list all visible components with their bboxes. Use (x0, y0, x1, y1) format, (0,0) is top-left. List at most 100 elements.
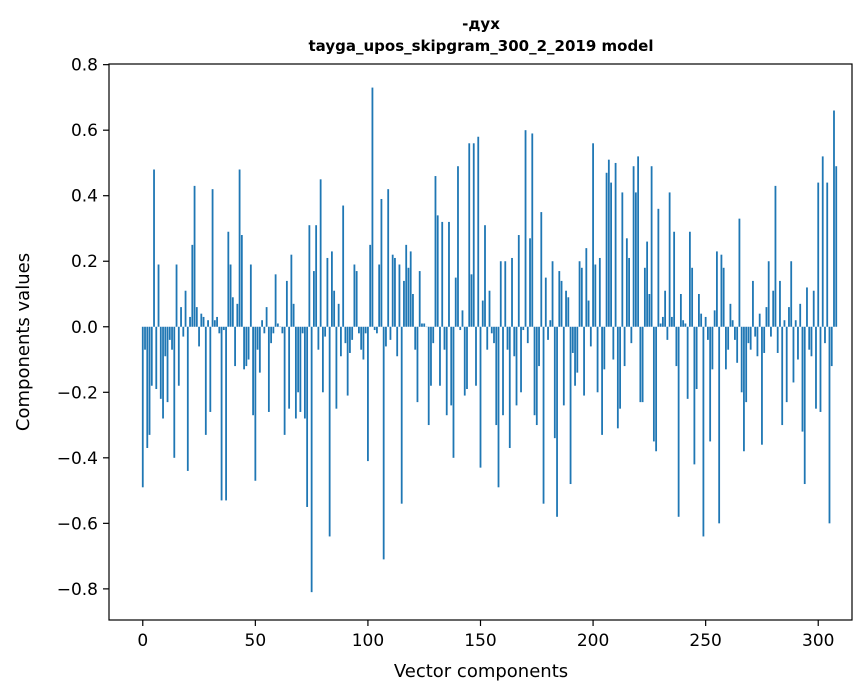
bar-271 (752, 280, 754, 327)
bar-102 (371, 87, 374, 327)
bar-262 (731, 320, 734, 327)
bar-90 (344, 326, 347, 344)
bar-58 (272, 326, 275, 334)
bar-111 (391, 254, 394, 327)
bar-243 (688, 231, 691, 327)
bar-80 (321, 326, 324, 393)
bar-161 (504, 261, 507, 327)
bar-134 (443, 326, 446, 350)
bar-64 (285, 280, 288, 327)
bar-288 (790, 261, 793, 327)
bar-27 (202, 316, 205, 327)
bar-291 (797, 326, 799, 360)
bar-239 (679, 294, 682, 327)
bar-94 (353, 264, 356, 327)
bar-225 (648, 294, 651, 327)
bar-269 (747, 326, 750, 344)
bar-229 (657, 208, 660, 327)
bar-38 (227, 231, 230, 327)
bar-24 (195, 307, 198, 327)
bar-169 (522, 326, 525, 331)
bar-219 (634, 192, 637, 327)
bar-44 (240, 235, 243, 327)
bar-191 (571, 326, 574, 353)
bar-117 (405, 244, 408, 327)
bar-249 (702, 326, 705, 537)
x-tick-label: 300 (802, 631, 834, 651)
bar-74 (308, 225, 311, 327)
bar-148 (475, 326, 477, 386)
bar-150 (479, 326, 482, 468)
bar-118 (407, 267, 410, 327)
bar-36 (222, 326, 225, 331)
bar-268 (745, 326, 748, 403)
bar-226 (650, 166, 653, 327)
bar-16 (177, 326, 180, 386)
x-tick-label: 50 (245, 631, 267, 651)
bar-132 (439, 326, 441, 386)
bar-54 (263, 326, 266, 334)
bar-254 (713, 310, 716, 327)
bar-77 (315, 225, 318, 327)
bar-133 (441, 221, 444, 327)
bar-197 (585, 248, 588, 327)
bar-70 (299, 326, 302, 412)
bar-140 (457, 166, 459, 327)
bar-85 (333, 290, 336, 327)
bar-42 (236, 303, 239, 327)
bar-277 (765, 307, 768, 327)
bar-0 (141, 326, 144, 488)
bar-68 (294, 326, 297, 419)
bar-235 (670, 316, 673, 327)
bar-142 (461, 310, 464, 327)
bar-267 (743, 326, 745, 452)
bar-289 (792, 326, 795, 383)
x-tick-label: 200 (577, 631, 609, 651)
bar-84 (331, 251, 333, 327)
bar-32 (213, 320, 216, 327)
bar-43 (238, 169, 241, 327)
bar-28 (204, 326, 207, 435)
bar-273 (756, 326, 759, 357)
bar-253 (711, 326, 714, 370)
x-tick-label: 0 (137, 631, 148, 651)
bar-282 (776, 326, 779, 353)
bar-69 (297, 326, 300, 393)
bar-284 (781, 326, 784, 426)
bar-87 (337, 303, 340, 327)
bar-295 (806, 287, 808, 327)
bar-170 (524, 130, 527, 327)
bar-10 (164, 326, 167, 357)
bar-143 (463, 326, 466, 396)
bar-298 (812, 290, 815, 327)
bar-23 (193, 185, 196, 327)
bar-135 (445, 326, 448, 416)
bar-159 (499, 261, 502, 327)
bar-60 (276, 323, 279, 327)
bar-213 (621, 192, 624, 327)
bar-299 (815, 326, 817, 409)
bar-97 (360, 326, 363, 350)
bar-40 (231, 297, 234, 327)
bar-280 (772, 290, 775, 327)
bar-293 (801, 326, 804, 432)
bar-177 (540, 212, 543, 327)
bar-17 (180, 307, 182, 327)
bar-79 (319, 179, 322, 327)
bar-88 (340, 326, 342, 357)
bar-35 (220, 326, 223, 501)
bar-96 (358, 326, 360, 334)
bar-76 (312, 271, 315, 327)
bar-266 (740, 326, 743, 393)
bar-73 (306, 326, 309, 507)
bar-45 (243, 326, 245, 370)
bar-263 (734, 326, 736, 340)
bar-137 (450, 326, 453, 406)
bar-305 (828, 326, 831, 524)
bar-199 (589, 326, 592, 347)
bar-95 (355, 271, 358, 327)
x-tick-label: 100 (352, 631, 384, 651)
x-axis-label: Vector components (394, 661, 568, 682)
bar-21 (189, 316, 191, 327)
